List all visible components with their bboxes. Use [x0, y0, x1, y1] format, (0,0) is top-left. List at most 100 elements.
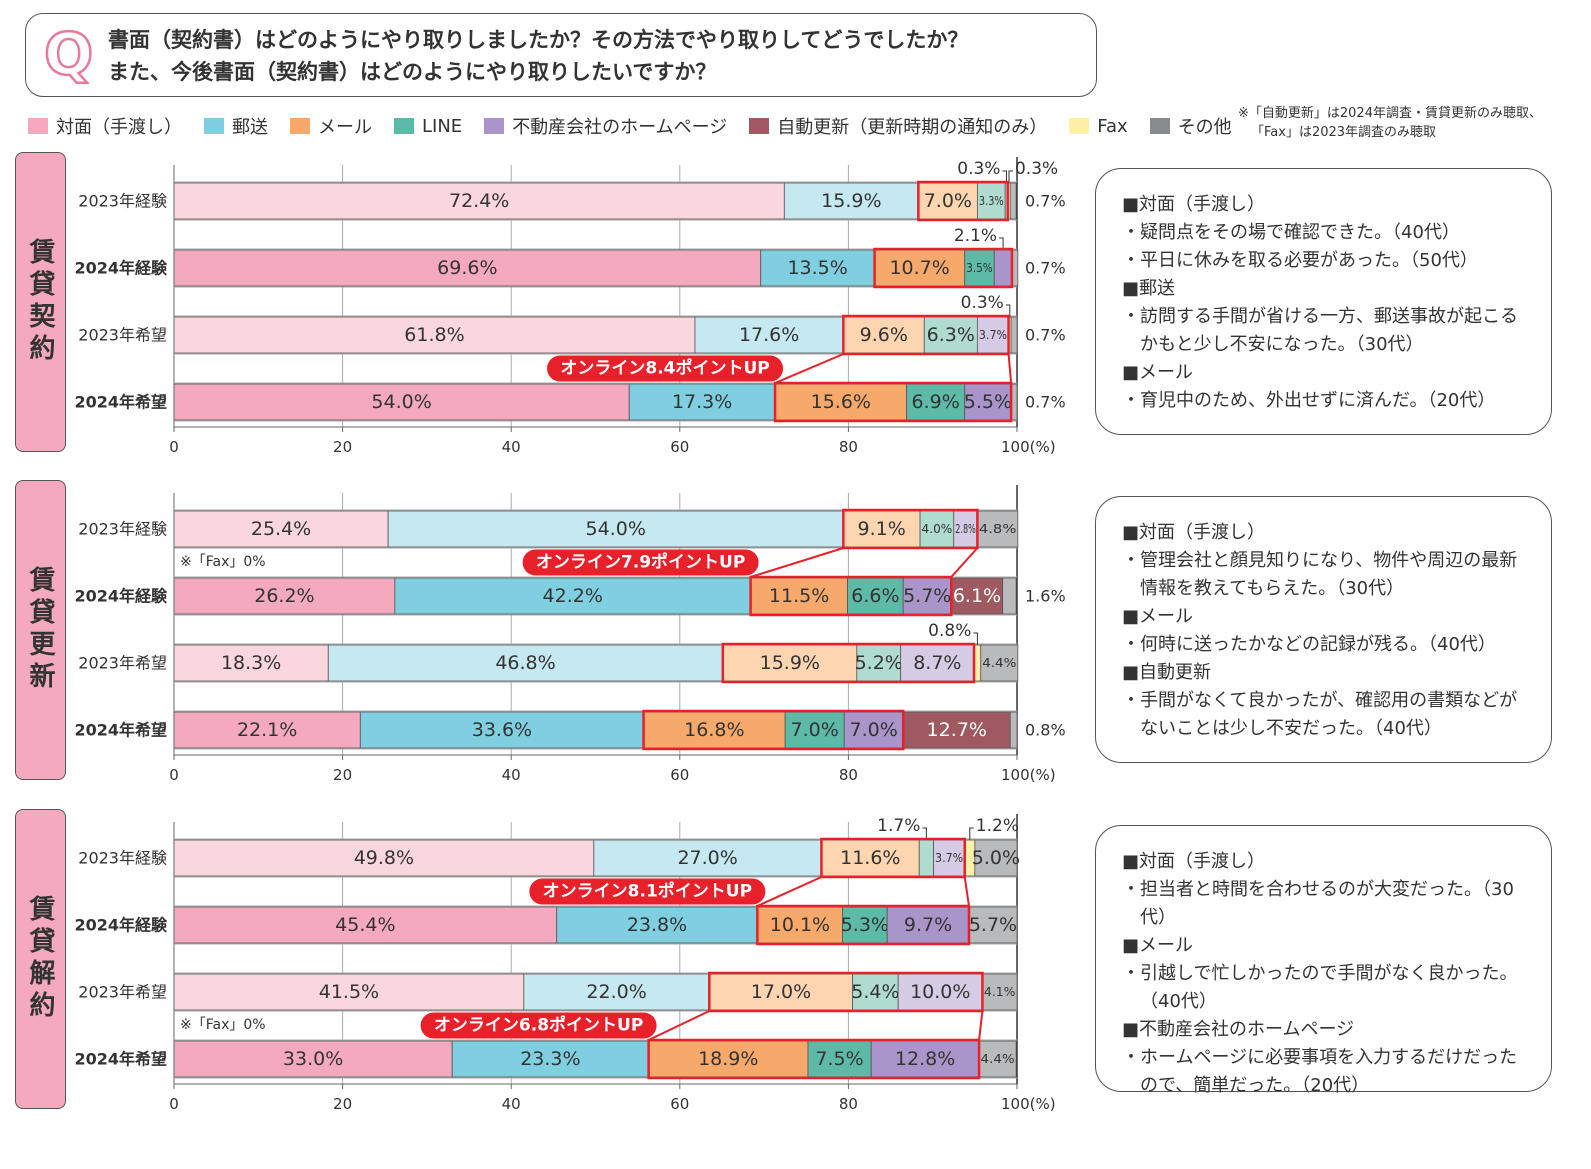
legend-swatch [1149, 118, 1170, 134]
data-label: 15.9% [760, 652, 820, 674]
bar-segment [900, 644, 975, 682]
bar-segment [886, 906, 970, 944]
online-highlight-box [642, 709, 905, 751]
x-tick-label: 0 [169, 1095, 179, 1113]
comment-item: ・何時に送ったかなどの記録が残る。（40代） [1122, 634, 1496, 655]
legend-label: 郵送 [232, 117, 268, 138]
data-label-outside: 0.7% [1025, 192, 1066, 211]
data-label: 12.8% [895, 1048, 955, 1070]
data-label: 5.7% [969, 914, 1017, 936]
row-label: 2024年経験 [74, 916, 168, 935]
data-label: 3.3% [979, 194, 1004, 208]
data-label: 4.4% [981, 1052, 1015, 1066]
legend-item: 不動産会社のホームページ [484, 113, 727, 139]
bar-segment [394, 577, 752, 615]
data-label: 33.6% [472, 719, 532, 741]
comment-item: ・ホームページに必要事項を入力するだけだったので、簡単だった。（20代） [1122, 1047, 1518, 1096]
bar-segment [760, 249, 875, 287]
data-label: 15.6% [811, 391, 871, 413]
comment-item: ・担当者と時間を合わせるのが大変だった。（30代） [1122, 879, 1514, 928]
legend-label: LINE [422, 115, 463, 137]
connector-line [774, 353, 844, 384]
x-tick-label: 40 [502, 438, 521, 456]
online-up-badge-text: オンライン8.4ポイントUP [560, 358, 769, 379]
bar-segment [556, 906, 758, 944]
x-tick-label: 80 [839, 766, 858, 784]
data-label: 10.7% [889, 257, 949, 279]
bar-segment [843, 711, 904, 749]
bar-segment [359, 711, 644, 749]
data-label-outside: 1.7% [877, 816, 920, 836]
section-label: 賃貸契約 [15, 152, 66, 452]
legend-item: その他 [1149, 113, 1232, 139]
x-tick-label: 100(%) [1001, 1095, 1056, 1113]
bar-segment [980, 644, 1019, 682]
legend-swatch [290, 118, 310, 134]
data-label: 4.0% [922, 522, 953, 536]
data-label: 7.0% [791, 719, 839, 741]
leader-line [1005, 304, 1011, 317]
online-highlight-box [721, 642, 976, 684]
row-label: 2023年希望 [78, 983, 167, 1002]
legend-swatch [1069, 118, 1090, 134]
legend-label: 対面（手渡し） [56, 117, 182, 138]
data-label: 9.6% [860, 324, 908, 346]
bar-segment [976, 510, 1019, 548]
bar-segment [387, 510, 844, 548]
bar-segment [628, 383, 776, 421]
data-label: 13.5% [787, 257, 847, 279]
data-label: 54.0% [586, 518, 646, 540]
x-tick-label: 100(%) [1001, 766, 1056, 784]
comment-bubble: ■対面（手渡し） ・疑問点をその場で確認できた。（40代） ・平日に休みを取る必要が… [1095, 168, 1552, 435]
row-label: 2023年希望 [78, 654, 167, 673]
data-label: 54.0% [371, 391, 431, 413]
bar-segment [784, 711, 845, 749]
bar-segment [523, 973, 710, 1011]
data-label: 25.4% [251, 518, 311, 540]
legend-item: 郵送 [204, 113, 268, 139]
data-label: 17.3% [672, 391, 732, 413]
comment-heading: ■不動産会社のホームページ [1122, 1019, 1355, 1040]
data-label: 17.6% [739, 324, 799, 346]
online-highlight-box [842, 314, 1010, 356]
data-label: 69.6% [437, 257, 497, 279]
data-label: 17.0% [751, 981, 811, 1003]
row-note: ※「Fax」0% [180, 554, 266, 570]
legend-label: メール [318, 117, 372, 138]
data-label-outside: 1.2% [976, 816, 1019, 836]
connector-line [756, 876, 822, 907]
bar-segment [950, 577, 1004, 615]
data-label: 27.0% [677, 847, 737, 869]
legend-swatch [204, 118, 224, 134]
bar-segment [750, 577, 848, 615]
data-label: 3.7% [935, 851, 963, 865]
bar-segment [451, 1040, 650, 1078]
data-label: 9.1% [858, 518, 906, 540]
data-label: 18.9% [698, 1048, 758, 1070]
bar-segment [756, 906, 843, 944]
data-label-outside: 0.7% [1025, 259, 1066, 278]
data-label: 5.5% [964, 391, 1012, 413]
data-label: 6.6% [851, 585, 899, 607]
x-tick-label: 20 [333, 766, 352, 784]
data-label: 22.1% [237, 719, 297, 741]
data-label: 46.8% [495, 652, 555, 674]
online-highlight-box [917, 180, 1009, 222]
row-label: 2024年経験 [74, 587, 168, 606]
data-label: 9.7% [904, 914, 952, 936]
legend-label: その他 [1177, 117, 1232, 138]
bar-segment [974, 839, 1018, 877]
connector-line [648, 1010, 710, 1041]
row-label: 2024年経験 [74, 259, 168, 278]
x-tick-label: 80 [839, 1095, 858, 1113]
x-tick-label: 0 [169, 766, 179, 784]
connector-line [750, 547, 844, 578]
data-label: 6.3% [927, 324, 975, 346]
leader-line [969, 827, 974, 840]
legend-item: 対面（手渡し） [28, 113, 182, 139]
leader-line [922, 827, 927, 840]
legend-item: メール [290, 113, 372, 139]
data-label: 4.8% [979, 522, 1016, 536]
bar-segment [919, 510, 955, 548]
